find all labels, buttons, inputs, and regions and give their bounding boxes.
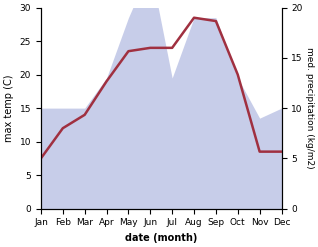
Y-axis label: med. precipitation (kg/m2): med. precipitation (kg/m2) (305, 47, 314, 169)
Y-axis label: max temp (C): max temp (C) (4, 74, 14, 142)
X-axis label: date (month): date (month) (125, 233, 197, 243)
